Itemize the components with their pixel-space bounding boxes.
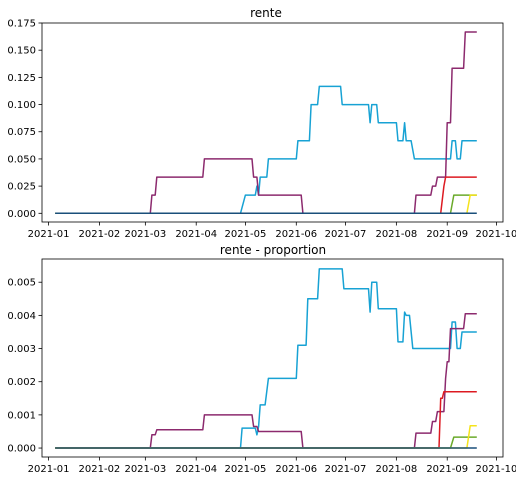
x-tick-label: 2021-04 — [175, 229, 217, 240]
series-line-3 — [55, 436, 477, 449]
series-line-1 — [55, 31, 477, 215]
series-line-0 — [55, 85, 477, 215]
y-tick-label: 0.002 — [7, 377, 36, 388]
chart-title: rente — [250, 6, 282, 20]
y-tick-label: 0.050 — [7, 154, 36, 165]
x-tick-label: 2021-07 — [325, 464, 367, 475]
series-line-1 — [55, 312, 477, 449]
chart-panel-rente: rente 2021-01 2021-02 2021-03 2021-04 2021-0… — [7, 6, 516, 240]
y-tick-label: 0.125 — [7, 73, 36, 84]
x-tick-label: 2021-09 — [426, 229, 468, 240]
x-tick-label: 2021-09 — [426, 464, 468, 475]
y-tick-label: 0.150 — [7, 46, 36, 57]
series-line-0 — [55, 268, 477, 449]
y-tick-label: 0.003 — [7, 344, 36, 355]
x-tick-label: 2021-08 — [375, 229, 417, 240]
series-group — [55, 268, 477, 449]
y-tick-label: 0.001 — [7, 410, 36, 421]
y-tick-label: 0.000 — [7, 444, 36, 455]
plot-frame — [41, 258, 504, 458]
x-tick-label: 2021-03 — [124, 229, 166, 240]
series-line-4 — [55, 194, 477, 215]
x-tick-label: 2021-04 — [175, 464, 217, 475]
x-tick-label: 2021-10 — [476, 464, 516, 475]
chart-panel-rente-proportion: rente - proportion 2021-01 2021-02 2021-03… — [7, 243, 516, 475]
axis-ticks: 2021-01 2021-02 2021-03 2021-04 2021-05 2021-… — [7, 19, 516, 241]
y-tick-label: 0.100 — [7, 100, 36, 111]
x-tick-label: 2021-06 — [275, 229, 317, 240]
x-tick-label: 2021-01 — [28, 464, 70, 475]
x-tick-label: 2021-02 — [79, 229, 121, 240]
x-tick-label: 2021-05 — [225, 229, 267, 240]
series-line-4 — [55, 425, 477, 449]
x-tick-label: 2021-07 — [325, 229, 367, 240]
y-tick-label: 0.000 — [7, 209, 36, 220]
x-tick-label: 2021-06 — [275, 464, 317, 475]
x-tick-label: 2021-10 — [476, 229, 516, 240]
x-tick-label: 2021-05 — [225, 464, 267, 475]
y-tick-label: 0.175 — [7, 19, 36, 30]
x-tick-label: 2021-08 — [375, 464, 417, 475]
x-tick-label: 2021-02 — [79, 464, 121, 475]
series-group — [55, 31, 477, 215]
axis-ticks: 2021-01 2021-02 2021-03 2021-04 2021-05 2021-… — [7, 278, 516, 475]
y-tick-label: 0.005 — [7, 278, 36, 289]
x-tick-label: 2021-03 — [124, 464, 166, 475]
y-tick-label: 0.025 — [7, 182, 36, 193]
y-tick-label: 0.075 — [7, 127, 36, 138]
chart-title: rente - proportion — [220, 243, 326, 257]
y-tick-label: 0.004 — [7, 311, 36, 322]
series-line-3 — [55, 194, 477, 215]
plot-frame — [41, 22, 504, 223]
x-tick-label: 2021-01 — [28, 229, 70, 240]
